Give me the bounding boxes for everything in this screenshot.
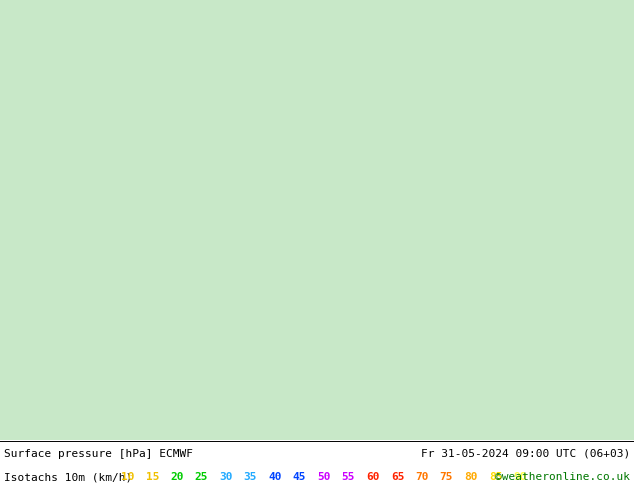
- Text: 15: 15: [146, 472, 159, 482]
- Text: 40: 40: [268, 472, 281, 482]
- Text: 90: 90: [514, 472, 527, 482]
- Text: 70: 70: [415, 472, 429, 482]
- Text: 65: 65: [391, 472, 404, 482]
- Text: 80: 80: [464, 472, 478, 482]
- Text: 50: 50: [317, 472, 331, 482]
- Text: 35: 35: [243, 472, 257, 482]
- Text: Isotachs 10m (km/h): Isotachs 10m (km/h): [4, 472, 133, 482]
- Text: 10: 10: [121, 472, 135, 482]
- Text: 75: 75: [440, 472, 453, 482]
- Text: 20: 20: [171, 472, 184, 482]
- Text: 55: 55: [342, 472, 355, 482]
- Text: 85: 85: [489, 472, 502, 482]
- Text: 30: 30: [219, 472, 233, 482]
- Text: 25: 25: [195, 472, 208, 482]
- Text: ©weatheronline.co.uk: ©weatheronline.co.uk: [495, 472, 630, 482]
- Text: 60: 60: [366, 472, 380, 482]
- Text: Surface pressure [hPa] ECMWF: Surface pressure [hPa] ECMWF: [4, 448, 193, 459]
- Text: 45: 45: [293, 472, 306, 482]
- Text: Fr 31-05-2024 09:00 UTC (06+03): Fr 31-05-2024 09:00 UTC (06+03): [421, 448, 630, 459]
